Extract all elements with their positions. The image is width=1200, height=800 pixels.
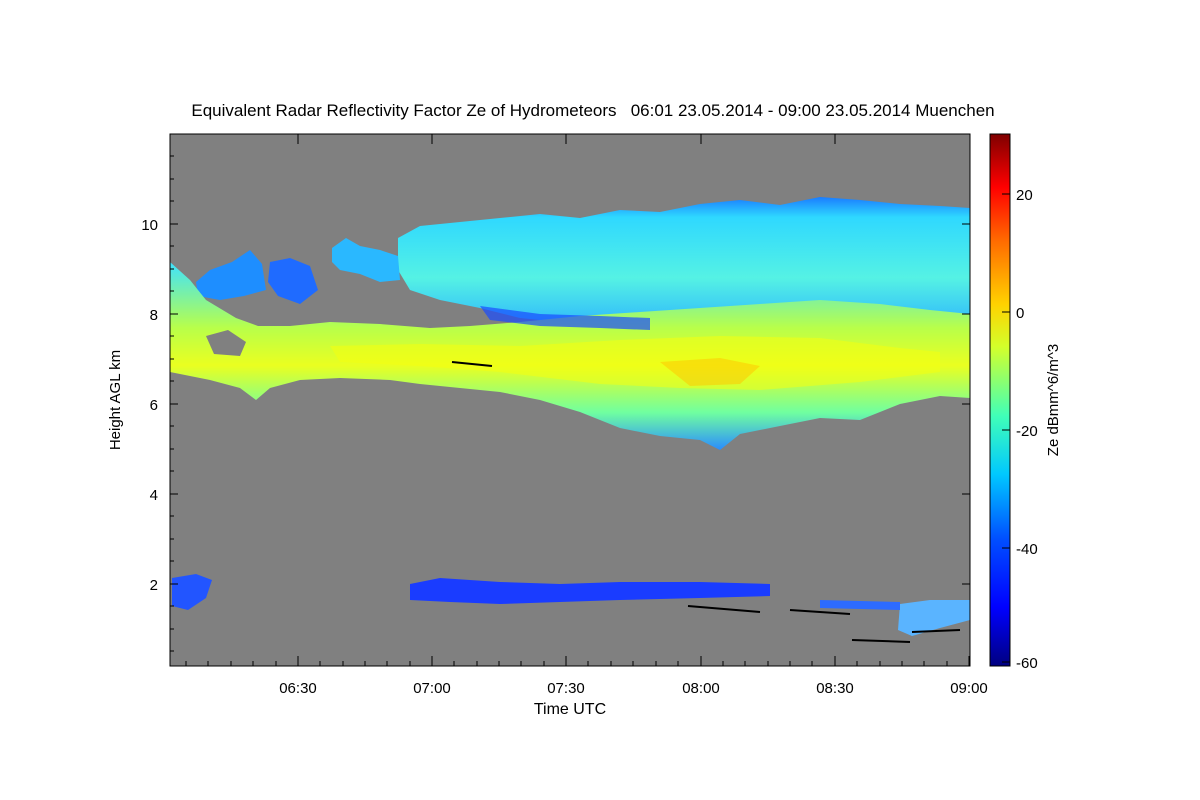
x-tick-label: 08:30 <box>816 680 854 697</box>
x-axis <box>297 134 970 666</box>
y-tick-label: 4 <box>150 487 158 504</box>
upper-cloud-layer <box>398 197 970 332</box>
low-echo-line <box>820 600 900 610</box>
plot-area <box>170 134 970 666</box>
early-cloud-fragment <box>196 250 266 300</box>
y-tick-label: 6 <box>150 397 158 414</box>
clear-gap <box>206 330 246 356</box>
low-echo-late <box>898 600 970 636</box>
y-tick-label: 8 <box>150 307 158 324</box>
x-tick-label: 06:30 <box>279 680 317 697</box>
x-minor-ticks <box>185 661 948 666</box>
black-echo-marks <box>451 361 961 643</box>
colorbar: 20 0 -20 -40 -60 Ze dBmm^6/m^3 <box>989 133 1062 672</box>
x-tick-label: 08:00 <box>682 680 720 697</box>
early-cloud-fragment-2 <box>268 258 318 304</box>
colorbar-label: Ze dBmm^6/m^3 <box>1045 344 1062 456</box>
upper-cloud-fragment <box>332 238 400 282</box>
colorbar-gradient <box>989 133 1011 667</box>
colorbar-tick-label: 0 <box>1016 305 1024 322</box>
x-tick-label: 09:00 <box>950 680 988 697</box>
plot-frame <box>169 133 971 667</box>
y-tick-label: 2 <box>150 577 158 594</box>
dark-inner-band <box>480 306 650 330</box>
low-echo-band <box>410 578 770 604</box>
y-axis <box>170 223 970 585</box>
colorbar-tick-label: -40 <box>1016 541 1038 558</box>
colorbar-tick-label: 20 <box>1016 187 1033 204</box>
chart-title: Equivalent Radar Reflectivity Factor Ze … <box>191 101 994 120</box>
y-axis-label: Height AGL km <box>107 350 124 450</box>
low-echo-early <box>172 574 212 610</box>
x-axis-label: Time UTC <box>534 701 606 718</box>
y-minor-ticks <box>170 155 174 652</box>
colorbar-tick-label: -20 <box>1016 423 1038 440</box>
y-tick-label: 10 <box>141 217 158 234</box>
colorbar-tick-label: -60 <box>1016 655 1038 672</box>
mid-layer-core <box>330 336 940 390</box>
x-tick-label: 07:00 <box>413 680 451 697</box>
x-tick-label: 07:30 <box>547 680 585 697</box>
mid-layer-orange-spot <box>660 358 760 386</box>
